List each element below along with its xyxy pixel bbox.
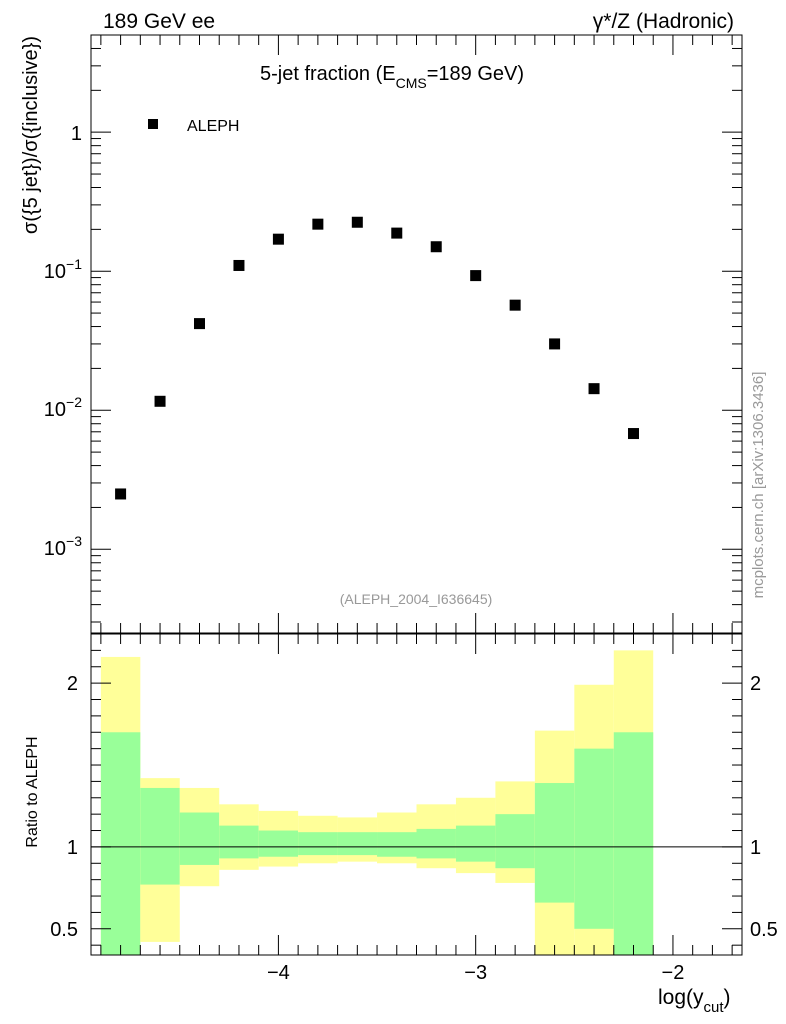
y-tick-label-0.001: 10−3 xyxy=(44,533,82,560)
ratio-band-inner xyxy=(613,732,654,955)
data-point xyxy=(351,216,363,228)
y-tick-label-1: 1 xyxy=(71,123,82,145)
ratio-y-ticks xyxy=(91,649,742,946)
ratio-bands xyxy=(100,650,654,955)
ratio-y-tick-label-left: 0.5 xyxy=(50,919,78,941)
legend: ALEPH xyxy=(148,118,239,135)
main-plot-title: 5-jet fraction (ECMS=189 GeV) xyxy=(260,63,524,91)
x-tick-label: −4 xyxy=(267,962,290,984)
main-y-axis-label: σ({5 jet})/σ({inclusive}) xyxy=(20,36,42,234)
ratio-band-inner xyxy=(100,732,141,955)
watermark: mcplots.cern.ch [arXiv:1306.3436] xyxy=(750,372,767,599)
ratio-band-inner xyxy=(416,828,456,859)
data-point xyxy=(115,488,127,500)
ratio-y-axis-label: Ratio to ALEPH xyxy=(24,736,41,847)
main-y-tick-labels: 1 10−1 10−2 10−3 xyxy=(44,123,82,560)
data-point xyxy=(628,428,639,440)
main-plot-panel: 5-jet fraction (ECMS=189 GeV) σ({5 jet})… xyxy=(20,34,743,634)
y-tick-label-0.1: 10−1 xyxy=(44,256,82,283)
main-x-ticks xyxy=(100,35,733,633)
data-point xyxy=(312,218,324,230)
ratio-y-tick-label-right: 2 xyxy=(750,673,761,695)
data-point xyxy=(430,241,442,253)
ratio-band-inner xyxy=(455,825,496,862)
ratio-band-inner xyxy=(534,783,575,903)
data-point xyxy=(272,233,284,245)
legend-label: ALEPH xyxy=(187,118,239,135)
data-point xyxy=(194,318,205,330)
ratio-tick-labels: 0.5 0.5 1 1 2 2 −4 −3 −2 xyxy=(50,673,778,984)
ratio-x-ticks xyxy=(100,634,733,955)
ratio-band-inner xyxy=(258,830,299,857)
data-point xyxy=(154,395,166,407)
ratio-band-inner xyxy=(574,748,614,929)
header-energy: 189 GeV ee xyxy=(103,10,215,33)
data-point xyxy=(509,299,521,311)
ratio-y-tick-label-left: 2 xyxy=(67,673,78,695)
legend-marker xyxy=(148,119,158,129)
ratio-plot-panel: Ratio to ALEPH 0.5 0.5 1 1 2 2 −4 −3 −2 log(ycut… xyxy=(24,633,778,1016)
y-tick-label-0.01: 10−2 xyxy=(44,394,82,421)
data-point xyxy=(233,259,245,271)
ratio-band-inner xyxy=(219,825,259,859)
x-tick-label: −3 xyxy=(464,962,487,984)
ratio-y-tick-label-left: 1 xyxy=(67,837,78,859)
data-point xyxy=(549,338,561,350)
ratio-band-inner xyxy=(179,812,220,865)
data-point xyxy=(588,383,600,395)
ratio-band-inner xyxy=(140,787,180,885)
x-axis-label: log(ycut) xyxy=(658,986,731,1016)
x-tick-label: −2 xyxy=(662,962,685,984)
ratio-band-inner xyxy=(337,832,378,856)
header-process: γ*/Z (Hadronic) xyxy=(593,10,734,33)
data-points xyxy=(115,216,639,500)
analysis-label: (ALEPH_2004_I636645) xyxy=(340,591,493,607)
ratio-band-inner xyxy=(298,832,338,856)
data-point xyxy=(391,227,403,239)
ratio-band-inner xyxy=(377,832,417,857)
ratio-y-tick-label-right: 1 xyxy=(750,837,761,859)
data-point xyxy=(470,270,482,282)
ratio-band-inner xyxy=(495,814,535,869)
ratio-y-tick-label-right: 0.5 xyxy=(750,919,778,941)
main-y-ticks xyxy=(91,34,742,623)
